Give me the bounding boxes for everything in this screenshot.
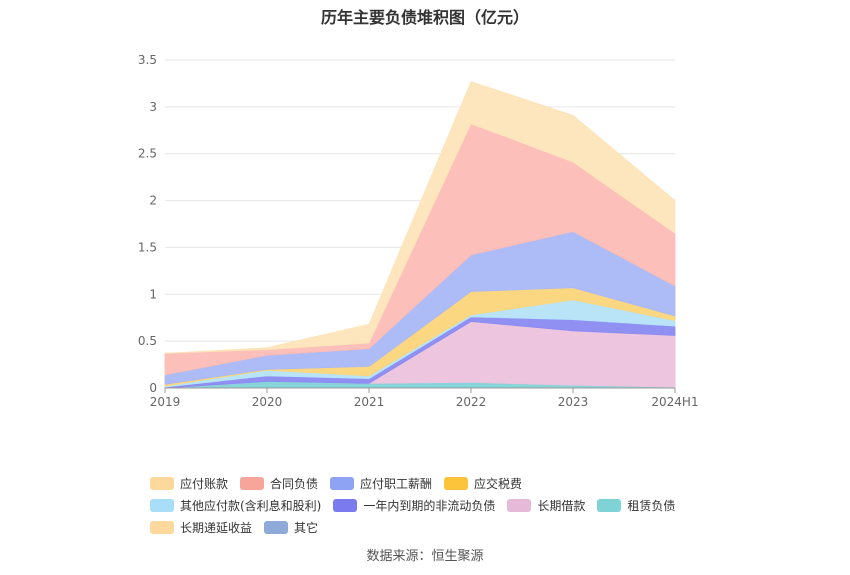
y-tick-label: 3.5: [138, 53, 157, 67]
legend-swatch: [150, 476, 174, 490]
area-series: [164, 81, 676, 354]
legend-item[interactable]: 合同负债: [240, 472, 318, 494]
y-tick-label: 0.5: [138, 334, 157, 348]
area-layer: [164, 81, 676, 389]
legend-swatch: [597, 498, 622, 512]
legend-swatch: [150, 498, 174, 512]
legend-swatch: [264, 520, 289, 534]
legend-label: 长期递延收益: [180, 520, 253, 535]
legend-item[interactable]: 应付账款: [150, 472, 228, 494]
legend-item[interactable]: 其它: [264, 516, 318, 538]
y-tick-label: 1.5: [138, 240, 157, 254]
x-tick-label: 2024H1: [651, 395, 698, 409]
legend-label: 其他应付款(含利息和股利): [180, 498, 322, 513]
axis-layer: 0 0.5 1 1.5 2 2.5 3 3.5 2019 2020 2021 2022 2023 2024…: [138, 53, 699, 409]
legend-item[interactable]: 长期递延收益: [150, 516, 252, 538]
legend-swatch: [507, 498, 532, 512]
x-tick-label: 2020: [252, 395, 283, 409]
legend-item[interactable]: 应交税费: [444, 472, 522, 494]
legend-swatch: [150, 520, 174, 534]
legend-label: 长期借款: [537, 498, 586, 513]
x-tick-label: 2023: [558, 395, 589, 409]
legend-swatch: [333, 498, 358, 512]
y-tick-label: 0: [149, 381, 157, 395]
source-note: 数据来源：恒生聚源: [366, 549, 484, 564]
legend-label: 应付职工薪酬: [360, 476, 433, 491]
legend-swatch: [444, 476, 469, 490]
legend-swatch: [240, 476, 265, 490]
legend-item[interactable]: 租赁负债: [597, 494, 675, 516]
legend-label: 一年内到期的非流动负债: [363, 498, 496, 513]
y-tick-label: 2: [149, 194, 157, 208]
chart-title: 历年主要负债堆积图（亿元）: [320, 8, 529, 27]
y-tick-label: 1: [149, 287, 157, 301]
legend-label: 租赁负债: [627, 498, 676, 513]
x-tick-label: 2022: [456, 395, 487, 409]
x-tick-label: 2019: [150, 395, 181, 409]
y-tick-label: 2.5: [138, 147, 157, 161]
legend-item[interactable]: 一年内到期的非流动负债: [333, 494, 495, 516]
legend-label: 合同负债: [270, 476, 319, 491]
y-tick-label: 3: [149, 100, 157, 114]
legend-item[interactable]: 其他应付款(含利息和股利): [150, 494, 321, 516]
legend-label: 其它: [294, 520, 319, 535]
x-tick-label: 2021: [354, 395, 385, 409]
legend-swatch: [330, 476, 355, 490]
legend: 应付账款 合同负债 应付职工薪酬 应交税费其他应付款(含利息和股利) 一年内到期的非流动…: [150, 472, 710, 538]
legend-item[interactable]: 应付职工薪酬: [330, 472, 432, 494]
legend-item[interactable]: 长期借款: [507, 494, 585, 516]
legend-label: 应付账款: [180, 476, 229, 491]
legend-label: 应交税费: [474, 476, 523, 491]
